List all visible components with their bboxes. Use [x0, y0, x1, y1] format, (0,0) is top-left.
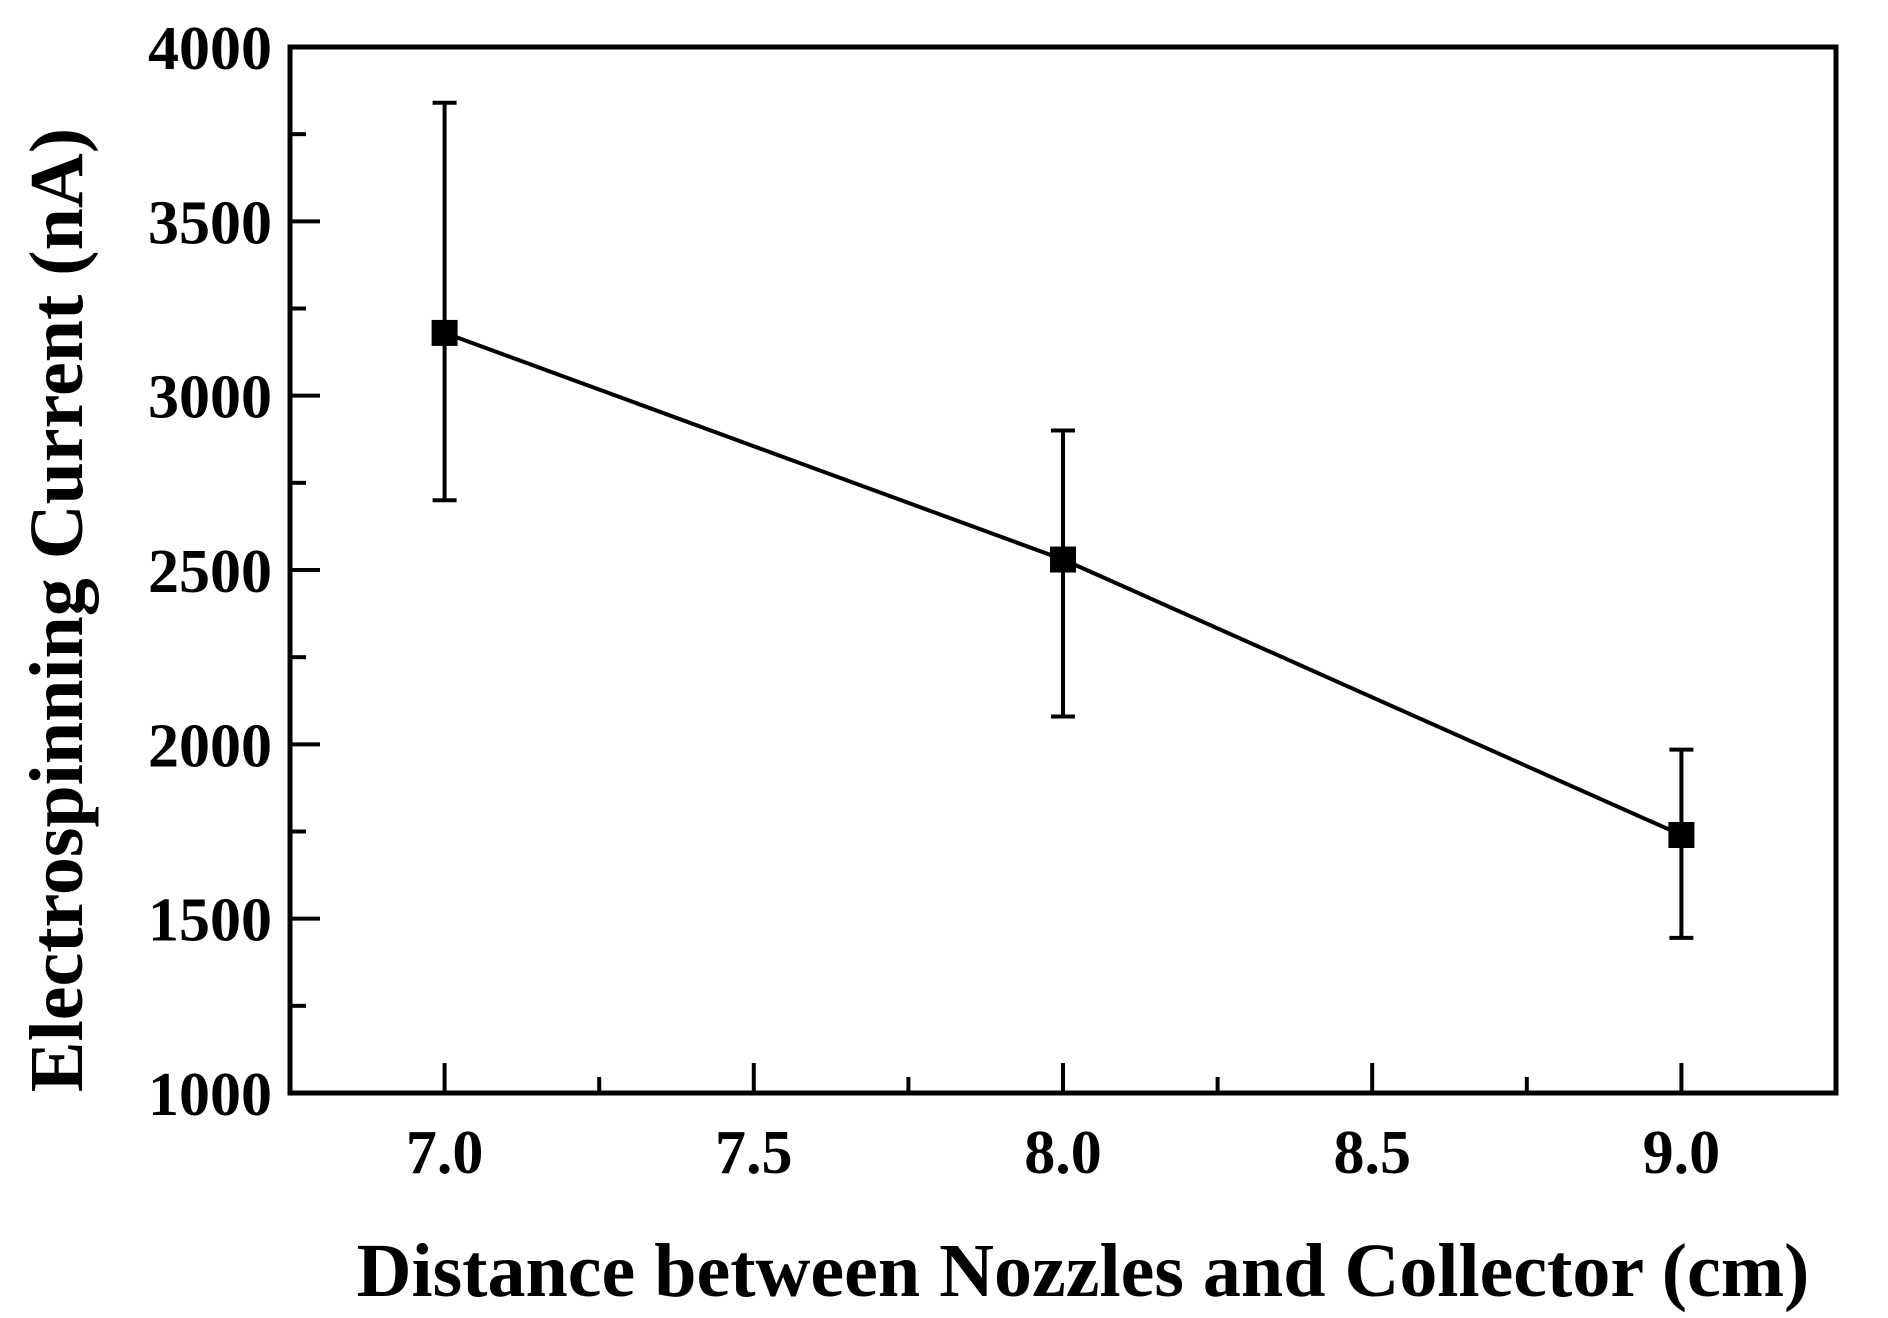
series-layer: [431, 100, 1695, 940]
x-tick-label: 7.5: [715, 1119, 793, 1187]
plot-frame: [287, 44, 1839, 1096]
x-axis-title: Distance between Nozzles and Collector (…: [357, 1229, 1810, 1313]
y-tick-label: 1500: [148, 887, 272, 955]
y-tick-label: 4000: [148, 15, 272, 83]
data-point: [431, 319, 458, 346]
labels-layer: 7.0 7.5 8.0 8.5 9.0 1000 1500 2000 2500 3000 3500 4…: [148, 15, 1720, 1187]
ticks-layer: [290, 45, 1684, 1095]
data-point: [1668, 821, 1695, 848]
data-point: [1050, 546, 1076, 573]
y-tick-label: 2000: [148, 712, 272, 780]
y-tick-label: 3000: [148, 364, 272, 432]
y-tick-label: 2500: [148, 538, 272, 606]
x-tick-label: 7.0: [406, 1119, 484, 1187]
x-tick-label: 8.0: [1024, 1119, 1102, 1187]
x-tick-label: 8.5: [1333, 1119, 1411, 1187]
x-tick-label: 9.0: [1643, 1119, 1721, 1187]
y-tick-label: 3500: [148, 189, 272, 257]
y-tick-label: 1000: [148, 1061, 272, 1129]
y-axis-title: Electrospinning Current (nA): [15, 128, 99, 1092]
